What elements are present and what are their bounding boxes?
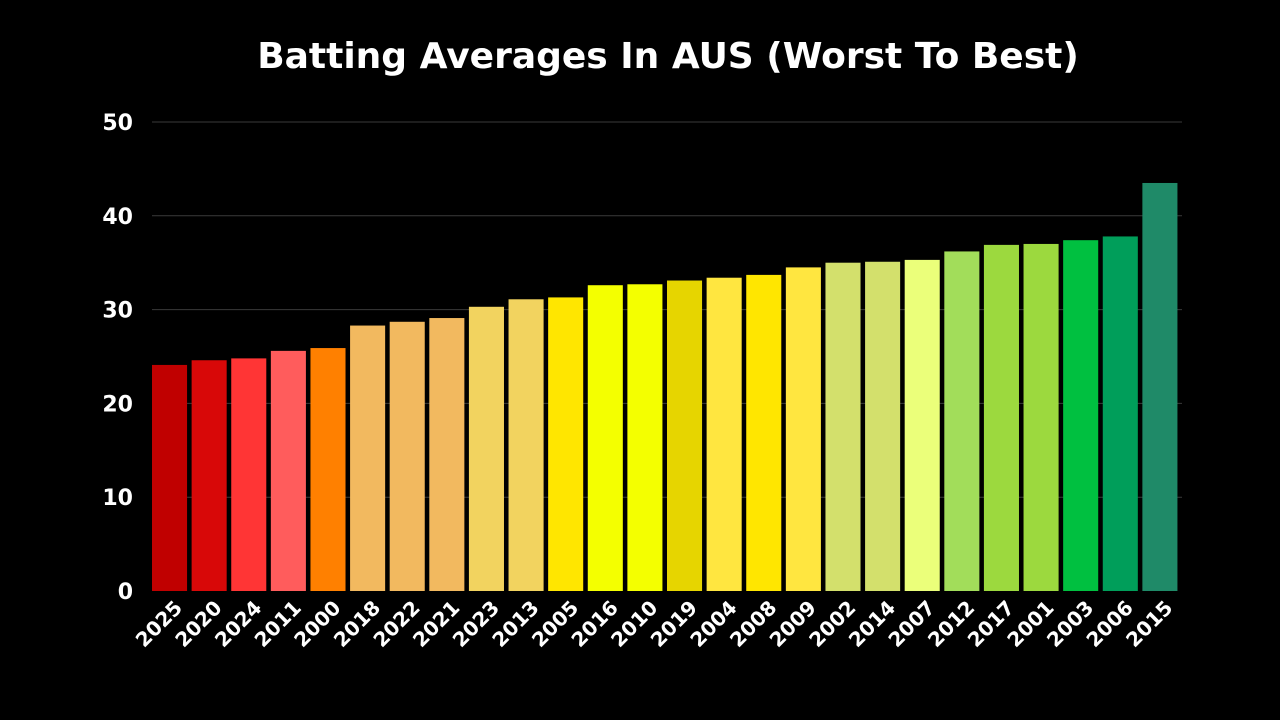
bar-2016 bbox=[587, 285, 623, 591]
bar-2019 bbox=[667, 280, 703, 591]
bar-2021 bbox=[429, 318, 465, 591]
bar-2018 bbox=[350, 325, 386, 591]
bar-2011 bbox=[270, 350, 306, 591]
y-tick-label: 20 bbox=[102, 392, 133, 417]
bars bbox=[152, 182, 1178, 591]
bar-2000 bbox=[310, 348, 346, 591]
bar-2006 bbox=[1102, 236, 1138, 591]
bar-2014 bbox=[865, 261, 901, 591]
y-tick-label: 50 bbox=[102, 111, 133, 136]
bar-2012 bbox=[944, 251, 980, 591]
bar-2004 bbox=[706, 277, 742, 591]
y-tick-label: 40 bbox=[102, 205, 133, 230]
bar-2003 bbox=[1063, 240, 1099, 591]
x-axis-labels: 2025202020242011200020182022202120232013… bbox=[131, 596, 1178, 652]
bar-2001 bbox=[1023, 243, 1059, 591]
bar-2005 bbox=[548, 297, 584, 591]
bar-2007 bbox=[904, 259, 940, 591]
bar-2015 bbox=[1142, 182, 1178, 591]
bar-2023 bbox=[468, 306, 504, 591]
bar-2009 bbox=[785, 267, 821, 591]
chart-title: Batting Averages In AUS (Worst To Best) bbox=[257, 36, 1079, 77]
y-tick-label: 30 bbox=[102, 299, 133, 324]
bar-2010 bbox=[627, 284, 663, 591]
bar-2017 bbox=[983, 244, 1019, 591]
y-axis-ticks: 0 10 20 30 40 50 bbox=[102, 111, 133, 605]
bar-2024 bbox=[231, 358, 267, 591]
bar-2002 bbox=[825, 262, 861, 591]
bar-2008 bbox=[746, 274, 782, 591]
bar-2020 bbox=[191, 360, 227, 591]
x-tick-label: 2015 bbox=[1121, 596, 1177, 652]
bar-2025 bbox=[152, 364, 188, 591]
y-tick-label: 0 bbox=[118, 580, 133, 605]
bar-2013 bbox=[508, 299, 544, 591]
y-tick-label: 10 bbox=[102, 486, 133, 511]
bar-2022 bbox=[389, 321, 425, 591]
